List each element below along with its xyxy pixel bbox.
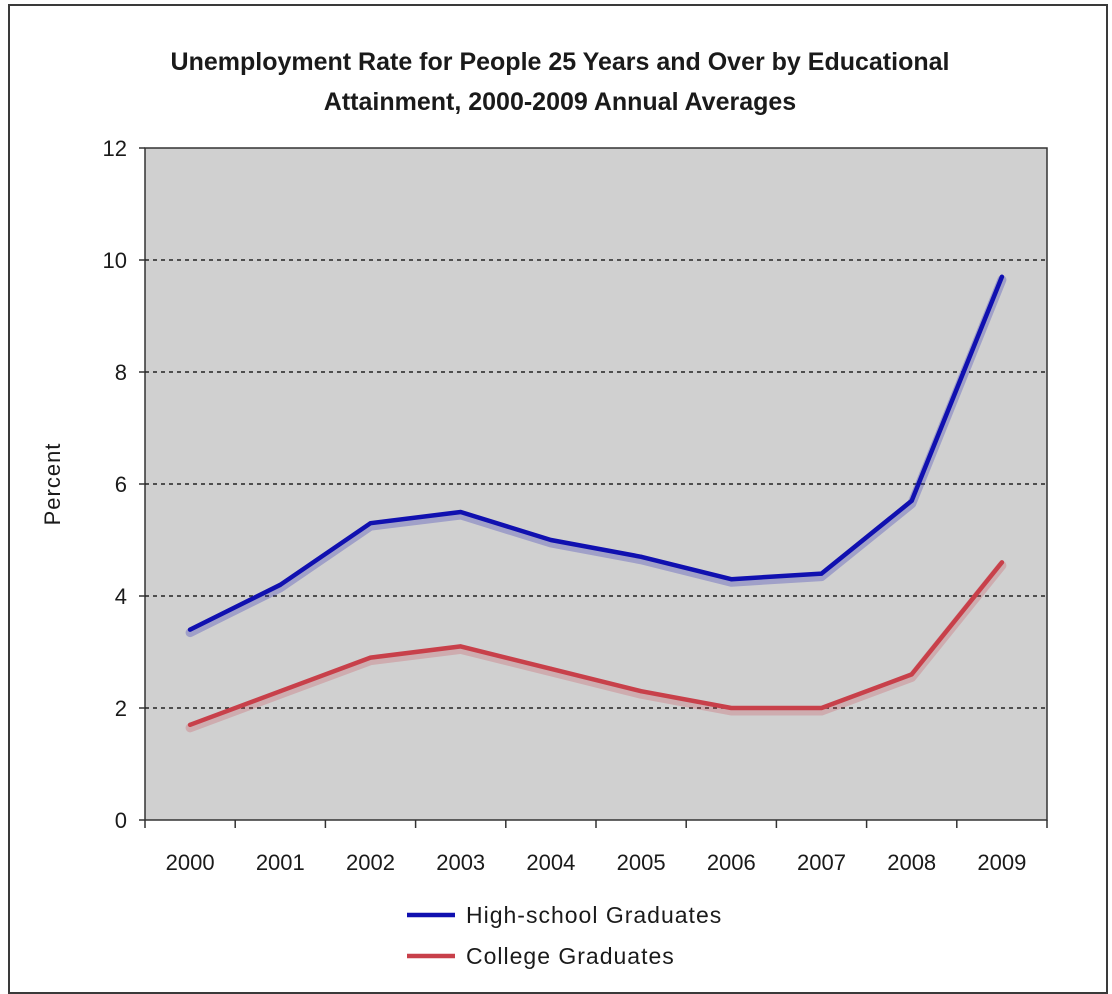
y-tick-label: 10 (103, 248, 127, 273)
y-tick-label: 4 (115, 584, 127, 609)
y-tick-label: 0 (115, 808, 127, 833)
x-tick-label: 2006 (707, 850, 756, 875)
x-tick-label: 2002 (346, 850, 395, 875)
data-point (729, 706, 734, 710)
data-point (999, 560, 1004, 565)
chart-title-line-2: Attainment, 2000-2009 Annual Averages (323, 88, 797, 116)
data-point (458, 644, 463, 649)
series-shadow (185, 560, 1007, 733)
data-point (639, 689, 644, 694)
y-tick-label: 6 (115, 472, 127, 497)
data-point (819, 571, 824, 576)
series-line-college (187, 560, 1005, 728)
data-point (188, 722, 193, 727)
x-tick-label: 2001 (256, 850, 305, 875)
data-point (368, 655, 373, 660)
data-point (819, 706, 824, 710)
data-point (548, 666, 553, 671)
y-tick-label: 2 (115, 696, 127, 721)
y-tick-label: 12 (103, 136, 127, 161)
data-point (909, 498, 914, 503)
data-point (188, 627, 193, 632)
x-tick-label: 2000 (166, 850, 215, 875)
data-point (278, 689, 283, 694)
chart-title-line-1: Unemployment Rate for People 25 Years an… (170, 48, 950, 76)
y-tick-label: 8 (115, 360, 127, 385)
x-tick-label: 2005 (617, 850, 666, 875)
series-line-high-school (187, 274, 1005, 632)
x-tick-label: 2004 (526, 850, 575, 875)
data-point (999, 274, 1004, 279)
data-point (729, 577, 734, 582)
legend-label: College Graduates (466, 943, 675, 969)
data-point (368, 521, 373, 526)
data-point (909, 672, 914, 677)
data-point (548, 538, 553, 542)
legend-label: High-school Graduates (466, 902, 722, 928)
data-point (458, 510, 463, 514)
data-point (278, 582, 283, 587)
data-point (639, 554, 644, 559)
x-tick-label: 2009 (977, 850, 1026, 875)
y-axis-label: Percent (40, 443, 65, 526)
series-shadow (185, 275, 1007, 638)
x-tick-label: 2007 (797, 850, 846, 875)
x-tick-label: 2003 (436, 850, 485, 875)
x-tick-label: 2008 (887, 850, 936, 875)
